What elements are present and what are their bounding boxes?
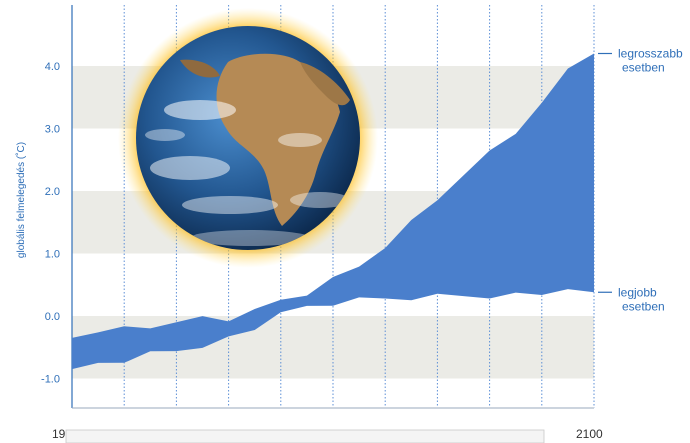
x-end-label: 2100 <box>576 427 603 441</box>
warming-range-area <box>72 53 594 370</box>
y-tick-label: 0.0 <box>45 311 60 323</box>
series-annotation-label: legjobb <box>618 285 657 299</box>
series-annotation-label: esetben <box>622 299 665 313</box>
y-tick-label: 1.0 <box>45 249 60 261</box>
series-annotation-label: legrosszabb <box>618 47 683 61</box>
y-tick-label: 4.0 <box>45 61 60 73</box>
y-tick-label: 3.0 <box>45 124 60 136</box>
x-start-label: 19 <box>52 427 66 441</box>
earth-globe-image <box>118 8 378 268</box>
series-annotation-label: esetben <box>622 61 665 75</box>
y-tick-labels: 4.0 3.0 2.0 1.0 0.0 -1.0 <box>41 61 60 386</box>
timeline-scrollbar[interactable] <box>65 429 545 443</box>
y-tick-label: 2.0 <box>45 186 60 198</box>
y-tick-label: -1.0 <box>41 374 60 386</box>
y-axis-label: globális felmelegedés (˚C) <box>15 142 27 258</box>
